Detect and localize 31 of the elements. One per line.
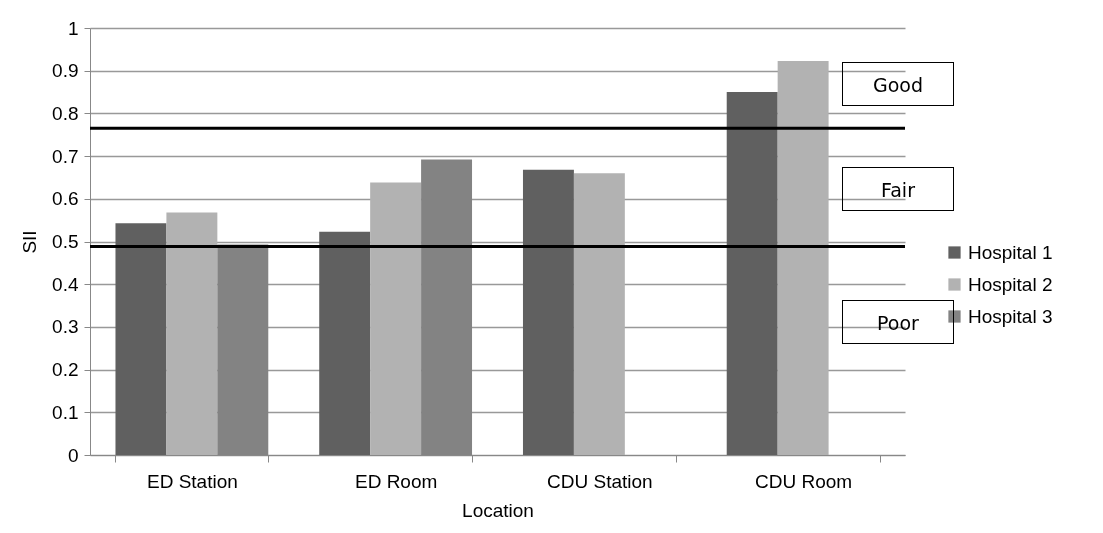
- bar: [115, 223, 167, 455]
- y-tick-label: 0.2: [52, 359, 79, 381]
- annotation: Good: [842, 62, 954, 106]
- annotation: Poor: [842, 300, 954, 344]
- y-tick-label: 0.4: [52, 273, 79, 295]
- legend-label: Hospital 2: [968, 273, 1053, 295]
- y-tick-label: 0.3: [52, 316, 79, 338]
- bar: [726, 92, 778, 455]
- bar: [166, 212, 218, 455]
- y-tick-label: 0.5: [52, 231, 79, 252]
- x-tick-label: ED Room: [354, 470, 438, 492]
- y-tick-label: 0.7: [52, 145, 79, 167]
- bar: [573, 173, 625, 455]
- bar: [370, 182, 422, 455]
- y-tick-label: 1: [67, 17, 79, 39]
- y-tick-label: 0.9: [52, 60, 79, 82]
- bar: [777, 60, 829, 455]
- x-tick-label: ED Station: [146, 470, 238, 492]
- legend-label: Hospital 1: [968, 241, 1053, 263]
- x-axis-title: Location: [462, 499, 534, 521]
- y-tick-label: 0.8: [52, 102, 79, 124]
- annotation: Fair: [842, 167, 954, 211]
- x-tick-label: CDU Station: [547, 470, 653, 492]
- y-axis-title: SII: [19, 230, 41, 254]
- legend-label: Hospital 3: [968, 305, 1053, 327]
- y-tick-label: 0.1: [52, 401, 79, 423]
- bar: [522, 169, 574, 455]
- y-tick-label: 0.6: [52, 188, 79, 210]
- x-tick-label: CDU Room: [755, 470, 853, 492]
- bar: [319, 231, 371, 455]
- y-tick-label: 0: [67, 444, 79, 466]
